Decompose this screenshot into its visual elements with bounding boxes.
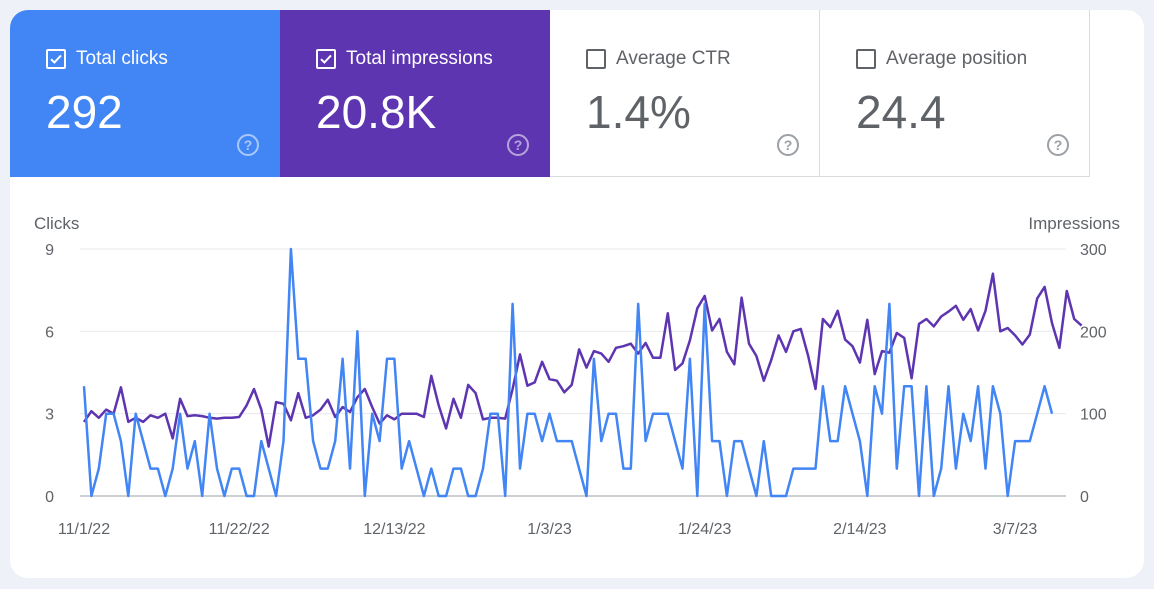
left-tick-label: 9 (45, 242, 54, 259)
left-axis-title: Clicks (34, 214, 80, 233)
impressions-series-line (82, 272, 1083, 448)
metric-label: Total clicks (76, 48, 168, 69)
metric-value: 292 (46, 86, 123, 138)
metric-average-ctr[interactable]: Average CTR 1.4% ? (550, 10, 820, 177)
checkbox-unchecked-icon[interactable] (586, 49, 606, 69)
x-tick-label: 12/13/22 (363, 521, 425, 538)
performance-card: Total clicks 292 ? Total impressions 20.… (10, 10, 1144, 578)
x-tick-label: 1/24/23 (678, 521, 731, 538)
checkbox-checked-icon[interactable] (316, 49, 336, 69)
metric-average-position[interactable]: Average position 24.4 ? (820, 10, 1090, 177)
right-tick-label: 300 (1080, 242, 1107, 259)
metric-total-clicks[interactable]: Total clicks 292 ? (10, 10, 280, 177)
clicks-series-line (82, 247, 1054, 498)
x-tick-label: 11/22/22 (209, 521, 270, 538)
metric-label: Average position (886, 48, 1028, 69)
checkbox-checked-icon[interactable] (46, 49, 66, 69)
metric-label: Average CTR (616, 48, 731, 69)
right-tick-label: 0 (1080, 489, 1089, 506)
left-tick-label: 6 (45, 324, 54, 341)
right-tick-label: 200 (1080, 324, 1107, 341)
metric-value: 1.4% (586, 86, 691, 138)
right-tick-label: 100 (1080, 407, 1107, 424)
metric-label: Total impressions (346, 48, 493, 69)
performance-chart[interactable]: 0 3 6 9 0 100 200 300 11/1/22 11/22/22 12/13/22 1/3… (10, 10, 1144, 578)
x-tick-label: 3/7/23 (993, 521, 1038, 538)
checkbox-unchecked-icon[interactable] (856, 49, 876, 69)
right-axis-title: Impressions (1028, 214, 1120, 233)
x-tick-label: 2/14/23 (833, 521, 886, 538)
metric-total-impressions[interactable]: Total impressions 20.8K ? (280, 10, 550, 177)
left-tick-label: 3 (45, 407, 54, 424)
x-tick-label: 11/1/22 (58, 521, 110, 538)
metric-tabs: Total clicks 292 ? Total impressions 20.… (10, 10, 1090, 177)
help-circle-icon[interactable]: ? (1047, 134, 1069, 156)
help-circle-icon[interactable]: ? (777, 134, 799, 156)
help-circle-icon[interactable]: ? (507, 134, 529, 156)
left-tick-label: 0 (45, 489, 54, 506)
x-tick-label: 1/3/23 (527, 521, 572, 538)
help-circle-icon[interactable]: ? (237, 134, 259, 156)
metric-value: 20.8K (316, 86, 437, 138)
metric-value: 24.4 (856, 86, 946, 138)
